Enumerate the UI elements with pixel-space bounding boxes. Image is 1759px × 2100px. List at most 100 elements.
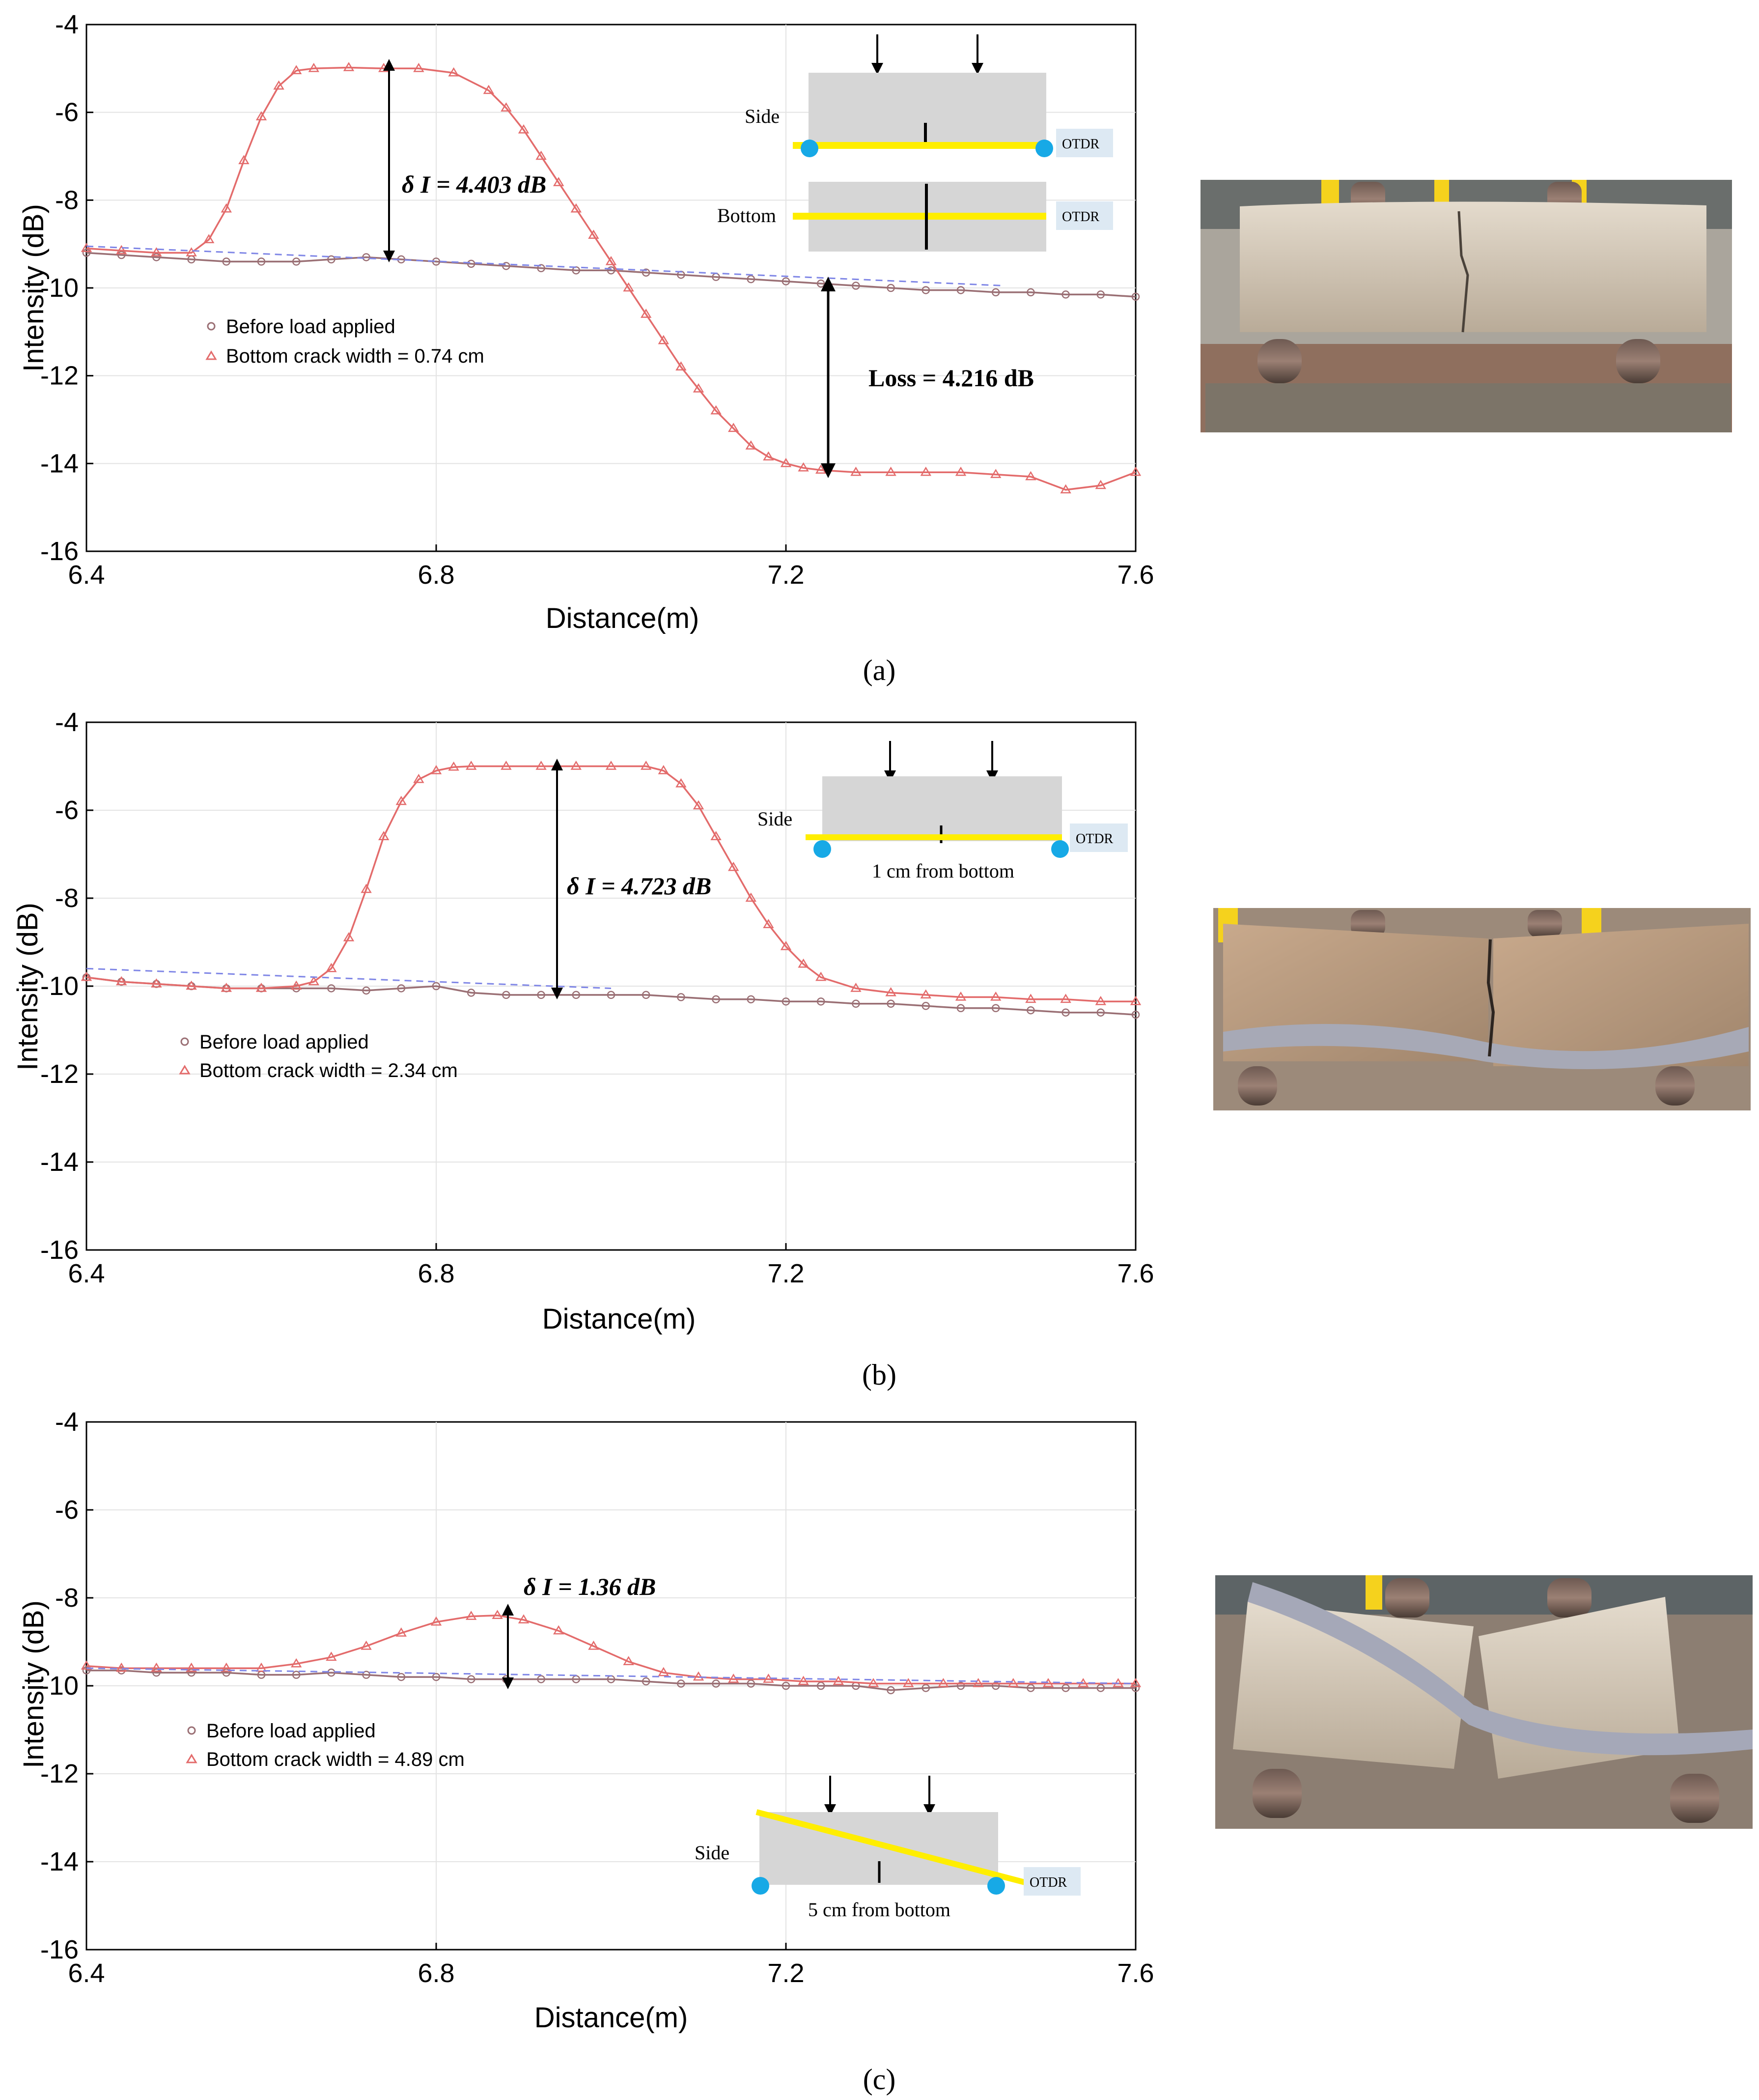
panel-caption-c: (c) (863, 2063, 896, 2096)
data-point-triangle (640, 309, 652, 318)
data-point-triangle (955, 466, 967, 476)
x-tick-label: 7.2 (767, 1259, 804, 1288)
legend: Before load applied Bottom crack width =… (186, 1720, 465, 1770)
data-point-circle (432, 982, 441, 991)
otdr-label: OTDR (1030, 1875, 1067, 1890)
data-point-triangle (501, 761, 512, 770)
y-axis-label: Intensity (dB) (18, 1600, 50, 1768)
series-line (86, 967, 612, 989)
anchor-dot (801, 140, 818, 157)
data-point-circle (852, 282, 860, 290)
data-point-triangle (186, 1662, 197, 1672)
data-point-triangle (518, 1614, 530, 1623)
data-point-circle (82, 1666, 91, 1674)
y-tick-label: -4 (55, 708, 79, 737)
x-tick-label: 6.4 (68, 560, 105, 590)
data-point-triangle (780, 941, 792, 950)
y-axis-label: Intensity (dB) (12, 903, 44, 1071)
data-point-triangle (780, 457, 792, 467)
data-point-circle (921, 286, 930, 294)
legend-label-crack: Bottom crack width = 4.89 cm (206, 1749, 465, 1770)
data-point-circle (991, 1004, 1000, 1012)
data-point-triangle (745, 440, 757, 450)
data-point-triangle (255, 983, 267, 992)
data-point-circle (572, 991, 581, 999)
data-point-triangle (378, 831, 390, 840)
loss-label: Loss = 4.216 dB (868, 364, 1034, 392)
data-point-triangle (553, 1625, 564, 1635)
data-point-circle (677, 1679, 685, 1688)
delta-label: δ I = 4.723 dB (567, 872, 711, 900)
data-point-triangle (1130, 995, 1142, 1005)
data-point-triangle (727, 423, 739, 432)
data-point-circle (642, 991, 650, 999)
x-axis-label: Distance(m) (546, 602, 699, 634)
y-tick-label: -8 (55, 1583, 79, 1613)
data-point-triangle (308, 62, 320, 72)
y-tick-label: -14 (40, 449, 79, 478)
y-tick-label: -16 (40, 1235, 79, 1265)
chart-panel-c: 6.4 6.8 7.2 7.6 -4 -6 -8 -10 -12 -14 -16 Distance(… (18, 1407, 1753, 2096)
data-point-circle (362, 986, 370, 995)
data-point-circle (782, 1681, 790, 1690)
data-point-circle (782, 997, 790, 1006)
data-point-triangle (448, 67, 459, 77)
data-point-triangle (255, 111, 267, 120)
data-point-triangle (973, 1678, 984, 1687)
series-layer (81, 62, 1142, 494)
photo-beam-a (1201, 180, 1732, 432)
data-point-triangle (588, 1641, 599, 1650)
data-point-circle (327, 255, 335, 264)
fiber-line (755, 1809, 1028, 1886)
data-point-triangle (885, 987, 896, 996)
data-point-triangle (518, 124, 530, 134)
legend-label-crack: Bottom crack width = 2.34 cm (199, 1060, 458, 1081)
data-point-circle (362, 1671, 370, 1679)
panel-caption-b: (b) (862, 1359, 896, 1391)
data-point-triangle (395, 795, 407, 805)
setup-diagram-b: Side OTDR 1 cm from bottom (757, 741, 1128, 882)
data-point-triangle (885, 466, 896, 476)
data-point-triangle (186, 247, 197, 256)
data-point-circle (747, 275, 755, 284)
legend-marker-circle (187, 1726, 196, 1735)
data-point-triangle (483, 85, 495, 94)
data-point-circle (1061, 290, 1070, 299)
data-point-triangle (361, 1641, 372, 1650)
data-point-triangle (570, 761, 582, 770)
data-point-circle (502, 262, 510, 270)
data-point-triangle (326, 963, 337, 972)
y-tick-label: -8 (55, 185, 79, 215)
data-point-circle (1131, 1010, 1140, 1019)
x-tick-label: 7.6 (1117, 1958, 1154, 1988)
data-point-circle (887, 999, 895, 1008)
data-point-circle (852, 999, 860, 1008)
data-point-triangle (290, 65, 302, 75)
axis-ticks: 6.4 6.8 7.2 7.6 -4 -6 -8 -10 -12 -14 -16 (40, 708, 1154, 1288)
data-point-triangle (1025, 993, 1036, 1003)
anchor-dot (1035, 140, 1053, 157)
series-layer (81, 1610, 1142, 1695)
data-point-triangle (81, 243, 92, 252)
series-line (86, 1615, 1136, 1685)
data-point-triangle (221, 1662, 232, 1672)
data-point-triangle (81, 971, 92, 981)
otdr-label: OTDR (1076, 831, 1114, 847)
data-point-circle (921, 1684, 930, 1692)
data-point-circle (1061, 1684, 1070, 1692)
data-point-triangle (990, 991, 1002, 1001)
data-point-triangle (867, 1678, 879, 1687)
data-point-triangle (151, 978, 162, 988)
data-point-triangle (115, 245, 127, 255)
data-point-circle (397, 1673, 406, 1681)
y-tick-label: -8 (55, 883, 79, 913)
y-tick-label: -10 (40, 971, 79, 1001)
data-point-triangle (430, 1616, 442, 1626)
data-point-triangle (361, 883, 372, 893)
data-point-circle (1096, 290, 1105, 299)
y-tick-label: -14 (40, 1847, 79, 1876)
y-axis-label: Intensity (dB) (18, 204, 50, 372)
setup-diagram-c: Side OTDR 5 cm from bottom (695, 1776, 1081, 1921)
data-point-circle (467, 989, 475, 997)
data-point-circle (537, 264, 545, 273)
